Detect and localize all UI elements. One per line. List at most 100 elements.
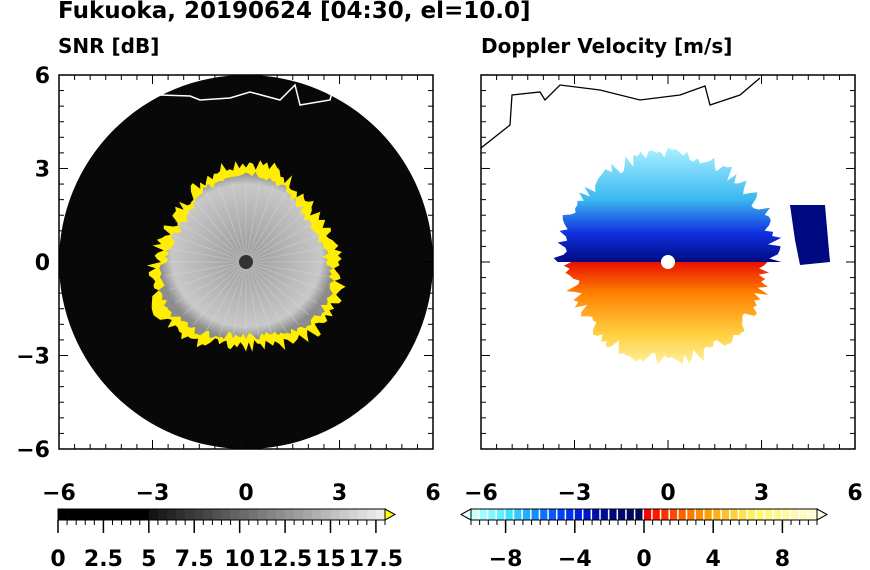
radial-ray [168, 233, 247, 263]
x-tick-label: 0 [238, 481, 253, 506]
colorbar-cell [357, 509, 368, 520]
radial-ray [245, 181, 261, 263]
colorbar-cell [505, 509, 513, 520]
x-tick-label: 6 [847, 481, 862, 506]
figure-title: Fukuoka, 20190624 [04:30, el=10.0] [58, 0, 531, 24]
colorbar-cell [522, 509, 531, 520]
radial-rays [164, 180, 328, 344]
x-tick-label: −6 [42, 481, 76, 506]
colorbar-cell [85, 509, 95, 520]
radial-ray [231, 261, 247, 343]
colorbar-cell [548, 509, 556, 520]
colorbar-cell [294, 509, 304, 520]
colorbar-tick-label: 15 [315, 547, 346, 570]
colorbar-tick-label: 5 [141, 547, 156, 570]
doppler-plot [481, 77, 830, 365]
colorbar-cell [176, 509, 186, 520]
colorbar-extend-max [816, 508, 829, 521]
colorbar-tick-label: 10 [224, 547, 255, 570]
colorbar-cell [130, 509, 141, 520]
radial-ray [245, 261, 318, 304]
colorbar-cell [366, 509, 377, 520]
colorbar-cell [791, 509, 799, 520]
colorbar-cell [574, 509, 582, 520]
colorbar-cell [479, 509, 487, 520]
x-tick-label: 3 [332, 481, 347, 506]
colorbar-cell [139, 509, 150, 520]
colorbar-cell [276, 509, 286, 520]
colorbar-cell [514, 509, 522, 520]
colorbar-tick-label: −8 [489, 547, 523, 570]
radial-ray [192, 261, 247, 326]
colorbar-cell [730, 509, 738, 520]
colorbar-cell [600, 509, 608, 520]
radial-ray [204, 190, 247, 263]
colorbar-cell [609, 509, 617, 520]
colorbar-cell [540, 509, 548, 520]
colorbar-cell [626, 509, 634, 520]
colorbar-tick-label: 17.5 [349, 547, 403, 570]
colorbar-cell [330, 509, 340, 520]
colorbar-cell [303, 509, 313, 520]
x-tick-label: 0 [660, 481, 675, 506]
coastline [481, 77, 761, 149]
y-tick-label: −6 [16, 438, 50, 463]
y-tick-label: −3 [16, 345, 50, 370]
colorbar-cell [496, 509, 505, 520]
colorbar-cell [121, 509, 131, 520]
colorbar-cell [266, 509, 277, 520]
colorbar-extend-min [459, 508, 472, 521]
radial-ray [245, 261, 310, 316]
snr-plot [59, 75, 433, 449]
radial-ray [165, 261, 247, 277]
radar-center [661, 255, 675, 269]
colorbar-cell [644, 509, 652, 520]
colorbar-cell [239, 509, 250, 520]
x-tick-label: 6 [425, 481, 440, 506]
coastline [159, 81, 336, 106]
colorbar-cell [167, 509, 177, 520]
colorbar-cell [212, 509, 222, 520]
colorbar-cell [321, 509, 331, 520]
colorbar-extend-max [384, 508, 397, 521]
colorbar-cell [799, 509, 807, 520]
colorbar-cell [765, 509, 773, 520]
colorbar-cell [652, 509, 660, 520]
colorbar-cell [103, 509, 113, 520]
colorbar-cell [230, 509, 240, 520]
colorbar-cell [488, 509, 496, 520]
snr-subtitle: SNR [dB] [58, 34, 160, 58]
radar-center [239, 255, 253, 269]
colorbar-cell [739, 509, 747, 520]
approaching-velocity-region [553, 147, 782, 262]
colorbar-cell [285, 509, 295, 520]
colorbar-cell [348, 509, 359, 520]
colorbar-cell [185, 509, 195, 520]
radial-ray [245, 190, 288, 263]
colorbar-cell [721, 509, 729, 520]
radial-ray [245, 184, 275, 263]
colorbar-tick-label: 0 [636, 547, 651, 570]
radial-ray [245, 261, 324, 291]
radial-ray [174, 261, 247, 304]
colorbar-cell [747, 509, 755, 520]
colorbar-cell [773, 509, 781, 520]
radial-ray [217, 184, 247, 263]
colorbar-cell [94, 509, 104, 520]
colorbar-cell [618, 509, 626, 520]
colorbar-cell [635, 509, 643, 520]
radial-ray [245, 261, 327, 277]
colorbar-cell [808, 509, 816, 520]
colorbar-cell [67, 509, 77, 520]
radial-ray [245, 261, 300, 326]
colorbar-cell [704, 509, 712, 520]
colorbar-tick-label: 12.5 [258, 547, 312, 570]
colorbar-cell [557, 509, 565, 520]
radial-ray [165, 247, 247, 263]
y-tick-label: 3 [35, 158, 50, 183]
radial-ray [231, 181, 247, 263]
colorbar-cell [756, 509, 764, 520]
radial-ray [245, 208, 310, 263]
colorbar-cell [76, 509, 86, 520]
